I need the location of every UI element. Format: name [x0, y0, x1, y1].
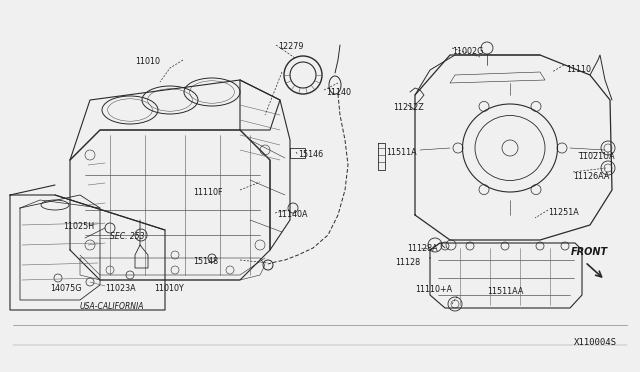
Text: 15148: 15148 — [193, 257, 218, 266]
Text: 11110F: 11110F — [193, 188, 223, 197]
Text: 11010Y: 11010Y — [154, 284, 184, 293]
Text: 11128: 11128 — [395, 258, 420, 267]
Text: 11025H: 11025H — [63, 222, 94, 231]
Text: 11251A: 11251A — [548, 208, 579, 217]
Text: 11110: 11110 — [566, 65, 591, 74]
Text: 11126AA: 11126AA — [573, 172, 609, 181]
Text: 11511AA: 11511AA — [487, 287, 524, 296]
Text: 11140: 11140 — [326, 88, 351, 97]
Text: 11511A: 11511A — [386, 148, 417, 157]
Text: X110004S: X110004S — [574, 338, 617, 347]
Text: 11140A: 11140A — [277, 210, 307, 219]
Text: 11023A: 11023A — [105, 284, 136, 293]
Text: 12279: 12279 — [278, 42, 303, 51]
Text: 11110+A: 11110+A — [415, 285, 452, 294]
Text: 11212Z: 11212Z — [393, 103, 424, 112]
Text: SEC. 253: SEC. 253 — [110, 232, 145, 241]
Text: 14075G: 14075G — [50, 284, 81, 293]
Text: 11021UA: 11021UA — [578, 152, 614, 161]
Text: 11002G: 11002G — [452, 47, 483, 56]
Text: USA-CALIFORNIA: USA-CALIFORNIA — [80, 302, 145, 311]
Text: 15146: 15146 — [298, 150, 323, 159]
Text: 11010: 11010 — [135, 57, 160, 66]
Text: FRONT: FRONT — [571, 247, 608, 257]
Text: 11128A: 11128A — [407, 244, 438, 253]
